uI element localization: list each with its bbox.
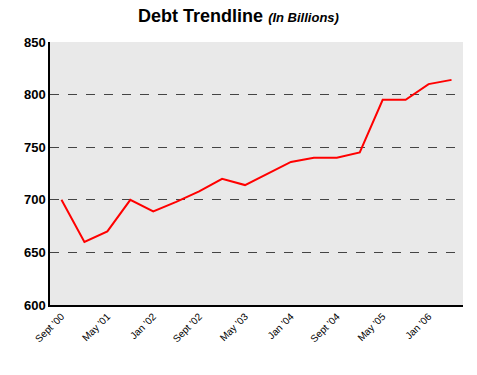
svg-text:Sept '02: Sept '02 xyxy=(171,311,205,345)
svg-text:700: 700 xyxy=(24,192,46,207)
svg-text:750: 750 xyxy=(24,140,46,155)
svg-text:Debt Trendline (In Billions): Debt Trendline (In Billions) xyxy=(138,6,339,26)
svg-text:Jan '04: Jan '04 xyxy=(266,311,297,342)
svg-text:May '05: May '05 xyxy=(355,311,388,344)
svg-text:Sept '04: Sept '04 xyxy=(308,311,342,345)
svg-text:Sept '00: Sept '00 xyxy=(33,311,67,345)
svg-text:600: 600 xyxy=(24,298,46,313)
svg-text:850: 850 xyxy=(24,35,46,50)
svg-text:Jan '02: Jan '02 xyxy=(128,311,159,342)
svg-text:Jan '06: Jan '06 xyxy=(403,311,434,342)
svg-text:800: 800 xyxy=(24,87,46,102)
svg-text:May '01: May '01 xyxy=(80,311,113,344)
svg-text:May '03: May '03 xyxy=(218,311,251,344)
svg-text:650: 650 xyxy=(24,245,46,260)
